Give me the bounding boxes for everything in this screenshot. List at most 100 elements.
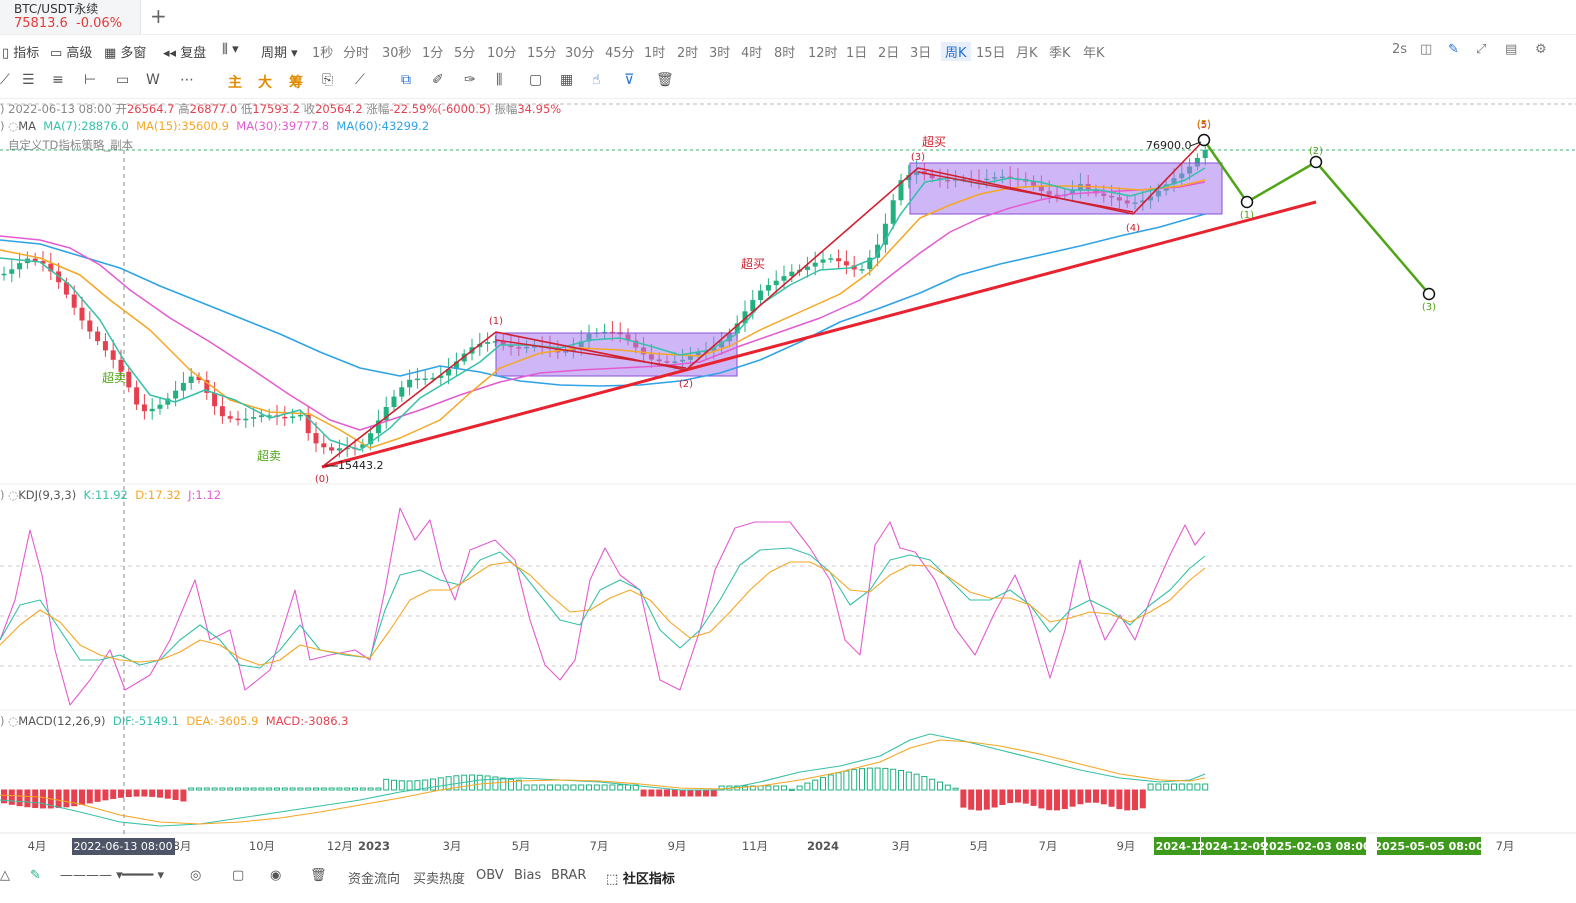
tab-fund-flow[interactable]: 资金流向 [348, 872, 401, 887]
macd-bar [445, 776, 452, 791]
big-order-button[interactable]: 大 [258, 75, 272, 91]
hline-tool-icon[interactable]: ⊢ [84, 72, 97, 88]
macd-dif-line [0, 733, 1206, 827]
line-width-dropdown[interactable]: ━━━━ ▾ [122, 868, 164, 883]
macd-bar [547, 784, 553, 791]
magnet-icon[interactable]: ⎘ [322, 72, 334, 88]
candle [453, 361, 459, 370]
tab-community[interactable]: ⬚ 社区指标 [606, 872, 675, 887]
macd-bar [781, 785, 787, 791]
period-7[interactable]: 30分 [565, 46, 595, 61]
period-4[interactable]: 5分 [454, 46, 476, 61]
tab-brar[interactable]: BRAR [551, 868, 587, 883]
chart-canvas[interactable]: (0)(1)(2)(3)(4)(5)(1)(2)(3)(5)超买超买超卖超卖15… [0, 0, 1576, 860]
expand-icon[interactable]: ⤢ [1476, 42, 1487, 57]
indicators-button[interactable]: ▯ 指标 [2, 46, 40, 61]
visibility-icon[interactable]: ◎ [190, 868, 202, 883]
period-13[interactable]: 8时 [774, 46, 796, 61]
lock-toggle-icon[interactable]: ▢ [232, 868, 245, 883]
trash-icon[interactable]: 🗑 [656, 72, 674, 88]
candle [383, 407, 389, 421]
macd-bar [554, 784, 561, 791]
period-6[interactable]: 15分 [527, 46, 557, 61]
parallel-lines-icon[interactable]: ≡ [52, 72, 64, 88]
bars-icon[interactable]: ⫼ [496, 72, 503, 88]
settings-icon[interactable]: ⚙ [1535, 42, 1547, 57]
eye-icon[interactable]: ◉ [270, 868, 282, 883]
period-18[interactable]: 周K [941, 42, 971, 61]
period-8[interactable]: 45分 [605, 46, 635, 61]
candle [173, 390, 179, 399]
multi-window-button[interactable]: ▦ 多窗 [104, 46, 147, 61]
filter-icon[interactable]: ⊽ [624, 72, 635, 88]
macd-bar [1108, 789, 1115, 807]
ruler-icon[interactable]: ⟋ [355, 72, 365, 88]
x-tick-5: 3月 [443, 839, 462, 853]
ma30-line [0, 181, 1206, 431]
edit-icon[interactable]: ▦ [560, 72, 574, 88]
pen-icon[interactable]: ✎ [1448, 42, 1459, 57]
pencil-icon[interactable]: ✎ [30, 868, 41, 883]
period-14[interactable]: 12时 [808, 46, 838, 61]
period-12[interactable]: 4时 [741, 46, 763, 61]
tab-obv[interactable]: OBV [476, 868, 504, 883]
period-10[interactable]: 2时 [677, 46, 699, 61]
period-1[interactable]: 分时 [343, 46, 370, 61]
chips-button[interactable]: 筹 [289, 75, 303, 91]
main-indicator-button[interactable]: 主 [228, 75, 242, 91]
macd-bar [258, 787, 265, 791]
rectangle-tool-icon[interactable]: ▭ [116, 72, 130, 88]
eraser-icon[interactable]: ✑ [464, 72, 476, 88]
period-button[interactable]: 周期 ▾ [261, 46, 298, 61]
camera-icon[interactable]: ◫ [1420, 42, 1433, 57]
more-tools-icon[interactable]: ⋯ [180, 72, 194, 88]
period-17[interactable]: 3日 [910, 46, 932, 61]
macd-bar [944, 784, 951, 791]
hand-icon[interactable]: ☝ [592, 72, 601, 88]
macd-bar [266, 787, 273, 791]
horizontal-lines-icon[interactable]: ☰ [22, 72, 35, 88]
add-tab-button[interactable]: + [150, 4, 167, 28]
symbol-tab[interactable]: BTC/USDT永续 75813.6 -0.06% [0, 0, 141, 34]
macd-bar [1163, 783, 1170, 791]
green-date-label-3: 2025-05-05 08:00 [1374, 840, 1484, 853]
chart-type-button[interactable]: ⫼ ▾ [222, 42, 239, 57]
period-16[interactable]: 2日 [878, 46, 900, 61]
cursor-date-bg [72, 838, 175, 855]
replay-button[interactable]: ◂◂ 复盘 [163, 46, 207, 61]
period-0[interactable]: 1秒 [312, 46, 334, 61]
period-11[interactable]: 3时 [709, 46, 731, 61]
macd-bar [313, 787, 319, 791]
line-tool-icon[interactable]: ⟋ [0, 72, 10, 88]
candle [63, 282, 69, 295]
warning-icon[interactable]: △ [0, 868, 10, 883]
period-19[interactable]: 15日 [976, 46, 1006, 61]
candle [750, 300, 756, 312]
macd-bar [55, 789, 62, 809]
period-5[interactable]: 10分 [487, 46, 517, 61]
period-2[interactable]: 30秒 [382, 46, 412, 61]
line-style-dropdown[interactable]: ———— ▾ [60, 868, 123, 883]
wave-tool-icon[interactable]: W [146, 72, 160, 88]
period-9[interactable]: 1时 [644, 46, 666, 61]
wave-label-0: (0) [315, 474, 329, 485]
period-15[interactable]: 1日 [846, 46, 868, 61]
copy-icon[interactable]: ⧉ [401, 72, 411, 88]
delete-icon[interactable]: 🗑 [310, 868, 327, 883]
oversold-label-2: 超卖 [257, 448, 281, 463]
tab-bias[interactable]: Bias [514, 868, 542, 883]
period-20[interactable]: 月K [1016, 46, 1038, 61]
period-3[interactable]: 1分 [422, 46, 444, 61]
brush-icon[interactable]: ✐ [432, 72, 444, 88]
layout-icon[interactable]: ▤ [1505, 42, 1518, 57]
macd-bar [890, 768, 897, 791]
refresh-interval[interactable]: 2s [1392, 42, 1408, 57]
tab-trade-heat[interactable]: 买卖热度 [413, 872, 466, 887]
lock-icon[interactable]: ▢ [529, 72, 543, 88]
advanced-button[interactable]: ▭ 高级 [50, 46, 93, 61]
period-22[interactable]: 年K [1083, 46, 1105, 61]
candle [188, 376, 194, 383]
period-21[interactable]: 季K [1049, 46, 1071, 61]
candle [734, 323, 740, 334]
x-tick-4: 2023 [358, 839, 390, 853]
